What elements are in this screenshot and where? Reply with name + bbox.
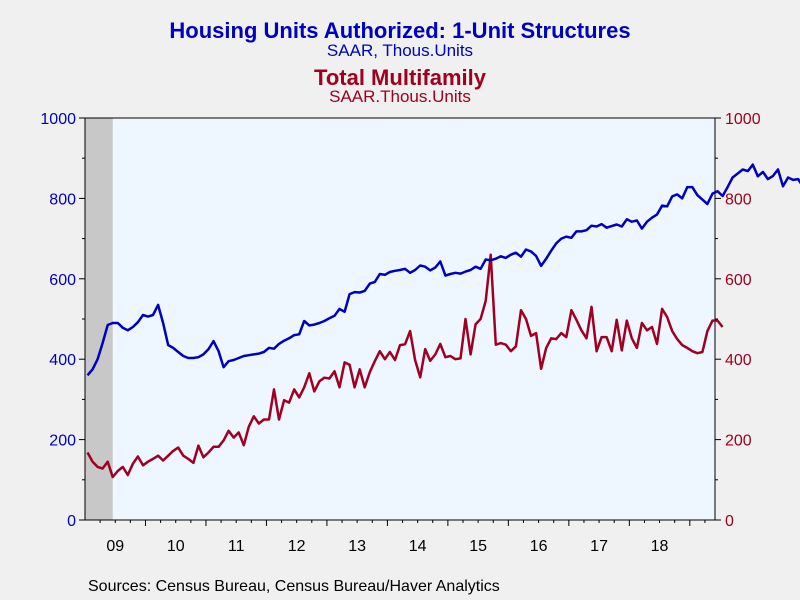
plot-area	[85, 118, 715, 520]
sources-footer: Sources: Census Bureau, Census Bureau/Ha…	[88, 578, 500, 595]
x-tick-label: 10	[167, 538, 185, 555]
x-tick-label: 13	[348, 538, 366, 555]
y-right-tick-label: 800	[725, 191, 752, 208]
y-right-tick-label: 0	[725, 513, 734, 530]
x-tick-label: 11	[228, 538, 245, 555]
y-left-tick-label: 800	[49, 191, 76, 208]
series-line-1-unit-structures	[86, 163, 800, 377]
chart-subtitle: SAAR, Thous.Units	[326, 41, 474, 60]
x-tick-label: 09	[106, 538, 124, 555]
x-tick-label: 14	[409, 538, 427, 555]
y-right-tick-label: 400	[725, 352, 752, 369]
y-right-tick-label: 600	[725, 272, 752, 289]
x-tick-label: 15	[469, 538, 487, 555]
chart-subtitle-2: SAAR.Thous.Units	[329, 87, 471, 106]
x-tick-label: 16	[530, 538, 548, 555]
y-left-tick-label: 400	[49, 352, 76, 369]
y-left-tick-label: 1000	[40, 111, 76, 128]
x-tick-label: 18	[651, 538, 669, 555]
x-tick-label: 12	[288, 538, 306, 555]
y-left-tick-label: 0	[67, 513, 76, 530]
y-left-tick-label: 200	[49, 433, 76, 450]
y-right-tick-label: 200	[725, 433, 752, 450]
x-tick-label: 17	[590, 538, 608, 555]
y-left-tick-label: 600	[49, 272, 76, 289]
y-right-tick-label: 1000	[725, 111, 761, 128]
chart-title: Housing Units Authorized: 1-Unit Structu…	[169, 18, 631, 43]
chart-title-2: Total Multifamily	[314, 65, 486, 90]
series-line-total-multifamily	[86, 253, 724, 479]
recession-shading	[85, 118, 113, 520]
